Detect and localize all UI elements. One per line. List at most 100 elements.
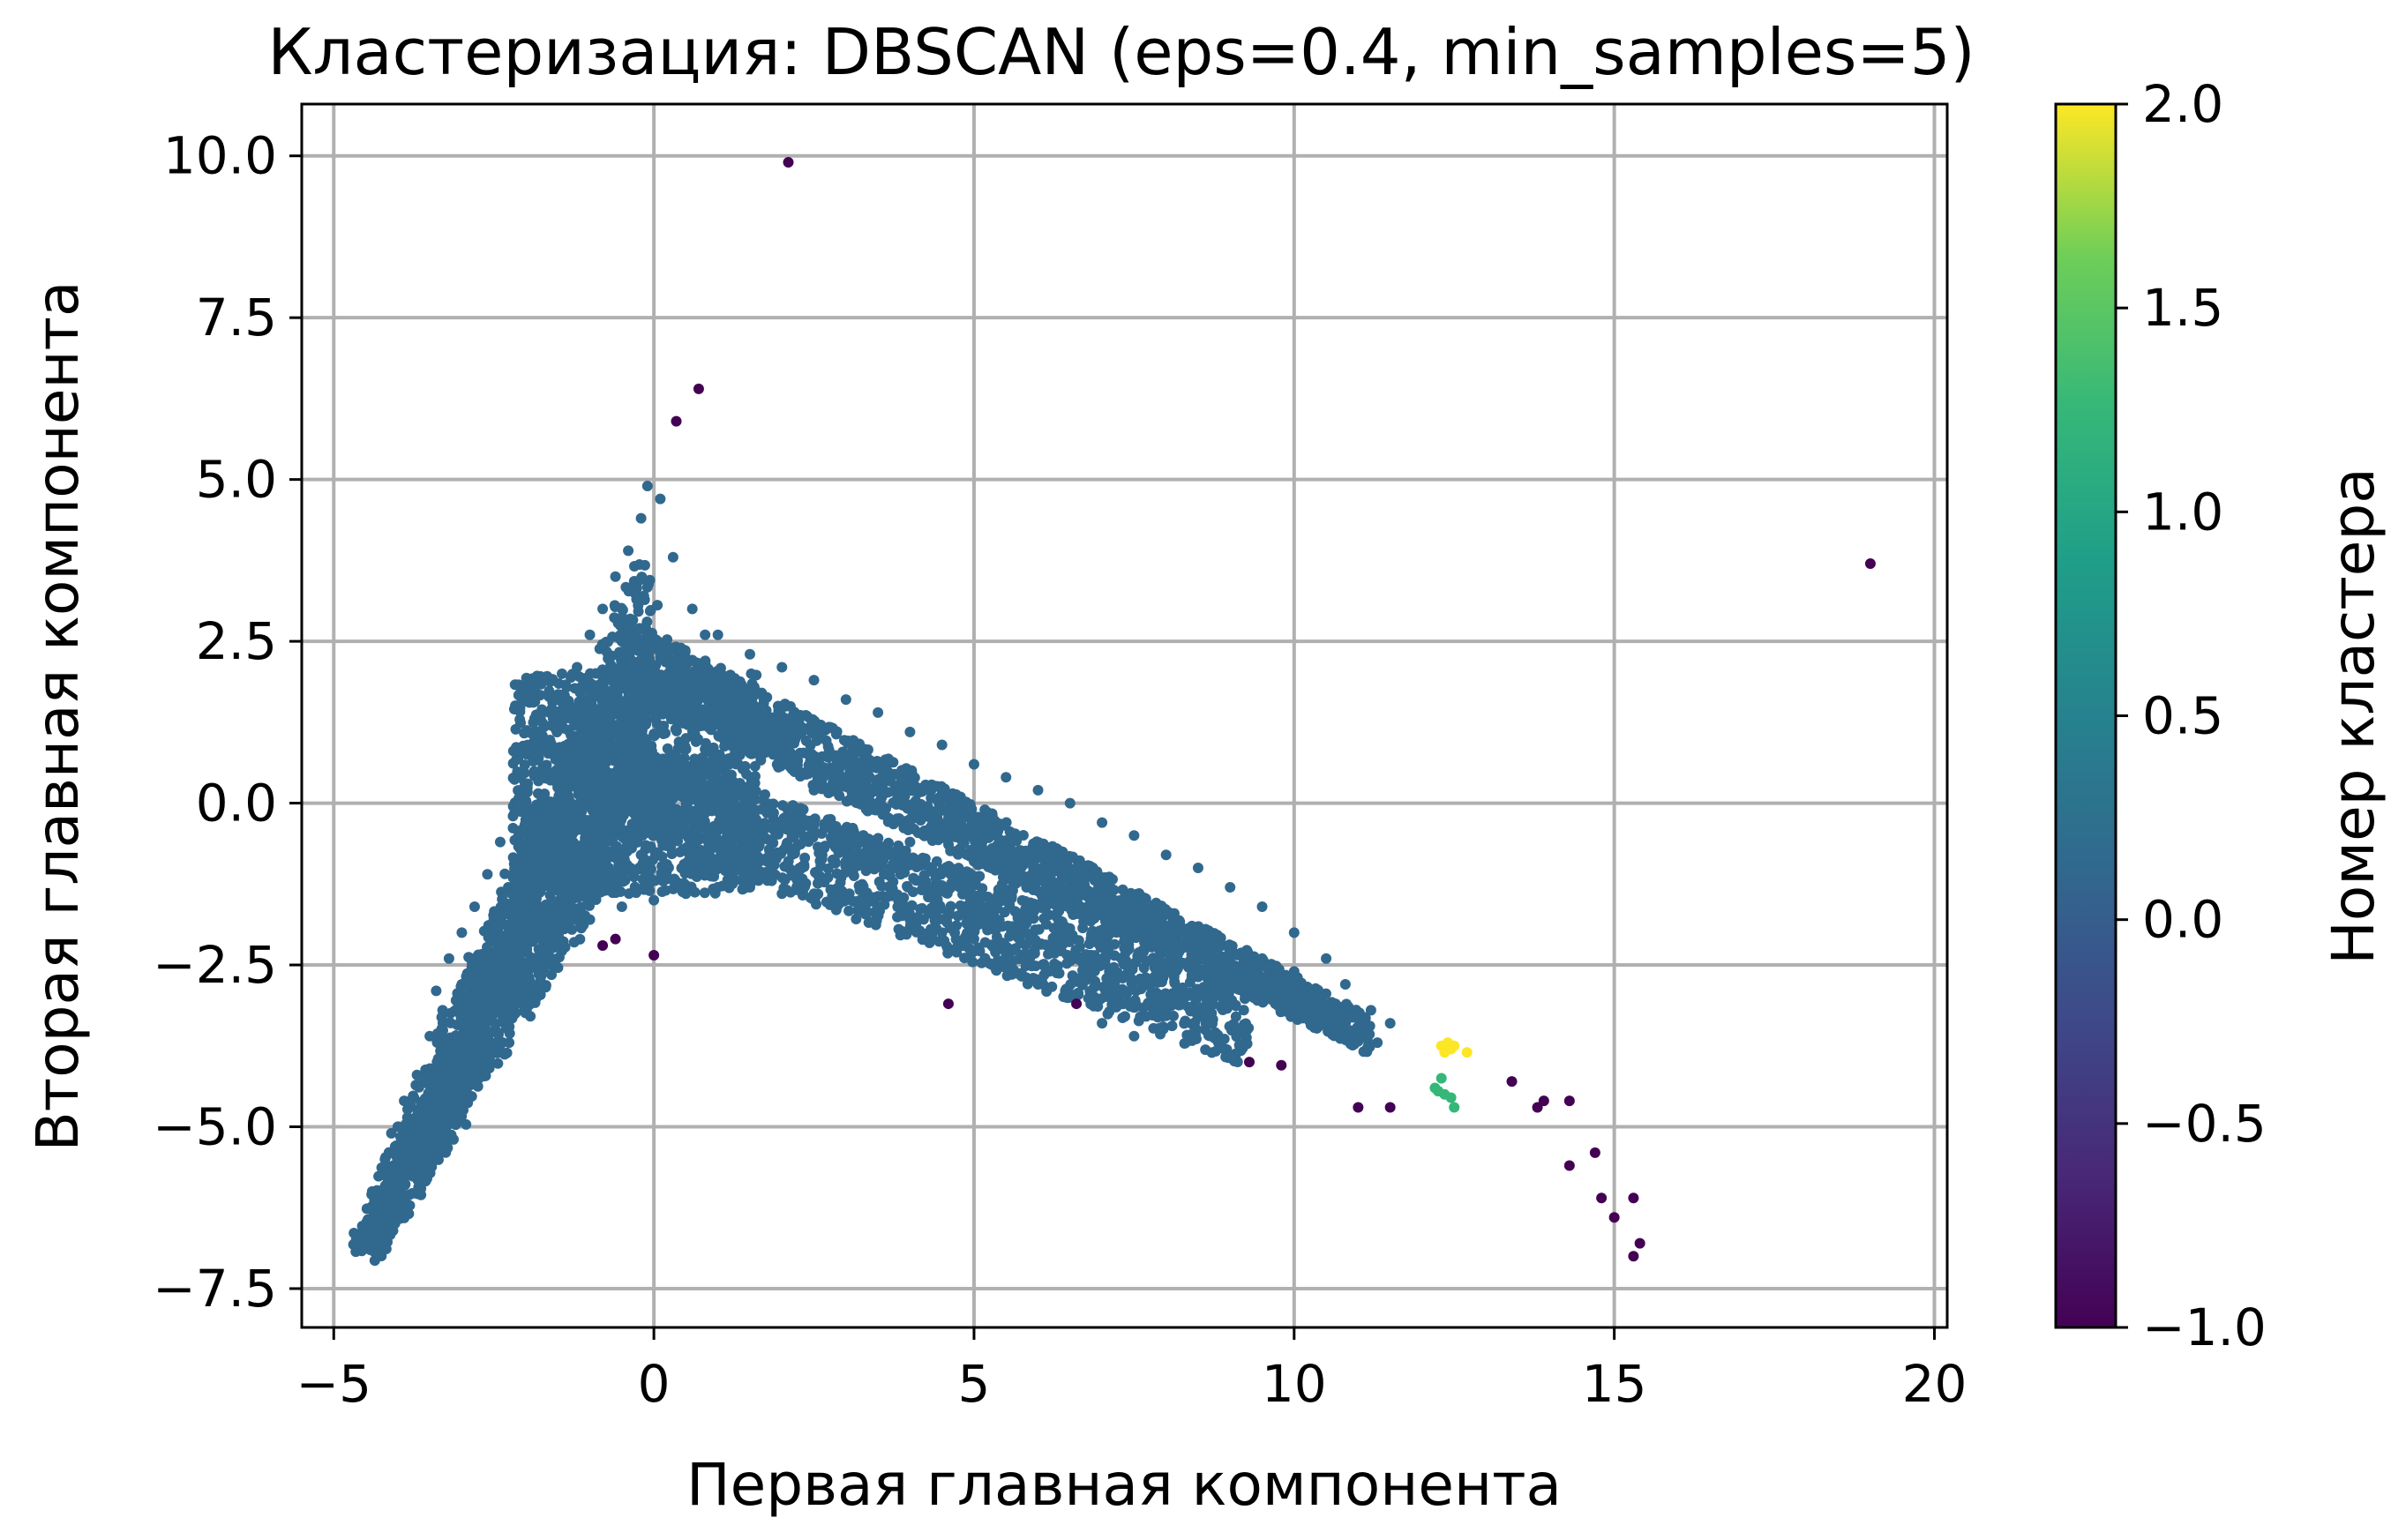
data-point-cluster-0	[480, 1019, 491, 1030]
data-point-cluster-0	[636, 634, 648, 646]
data-point-cluster-0	[1102, 1008, 1113, 1020]
data-point-cluster-0	[955, 843, 966, 855]
data-point-cluster-0	[816, 783, 828, 795]
data-point-cluster-0	[1048, 877, 1060, 888]
data-point-cluster-0	[830, 904, 842, 916]
data-point-cluster-0	[965, 830, 977, 841]
data-point-cluster-0	[836, 771, 847, 782]
data-point-cluster-0	[415, 1145, 426, 1156]
data-point-cluster-0	[809, 715, 821, 727]
data-point-cluster-0	[466, 1069, 477, 1080]
data-point-cluster-0	[867, 786, 879, 797]
data-point-cluster-0	[438, 1058, 449, 1069]
data-point-cluster-0	[504, 1037, 515, 1049]
data-point-cluster-0	[1311, 1006, 1323, 1018]
data-point-cluster-0	[1089, 875, 1100, 886]
data-point-cluster-0	[1139, 901, 1151, 912]
data-point-cluster-0	[394, 1198, 405, 1209]
data-point-cluster-0	[376, 1162, 387, 1173]
data-point-cluster-0	[384, 1185, 395, 1197]
data-point-cluster-0	[768, 798, 779, 810]
data-point-cluster-0	[1129, 927, 1141, 938]
data-point-cluster-0	[1104, 963, 1115, 975]
data-point-cluster-0	[862, 766, 873, 777]
data-point-cluster-0	[952, 806, 963, 818]
data-point-cluster-0	[912, 827, 924, 839]
data-point-cluster-0	[543, 938, 555, 950]
data-point-cluster-0	[594, 643, 605, 654]
data-point-cluster-0	[391, 1140, 402, 1151]
data-point-cluster-0	[823, 721, 835, 733]
data-point-cluster-0	[462, 1044, 474, 1056]
data-point-cluster-0	[636, 572, 648, 584]
data-point-cluster-0	[888, 819, 899, 830]
data-point-cluster-0	[490, 934, 501, 946]
data-point-cluster-0	[883, 766, 895, 778]
data-point-cluster-0	[529, 953, 541, 964]
data-point-cluster-0	[1265, 993, 1277, 1005]
data-point-cluster-0	[1054, 888, 1066, 900]
data-point-cluster-0	[1362, 1023, 1374, 1035]
data-point-cluster-0	[479, 1039, 491, 1050]
data-point-cluster-0	[404, 1189, 416, 1200]
data-point-cluster-0	[620, 581, 632, 593]
data-point-cluster-0	[1111, 907, 1122, 918]
data-point-cluster-0	[470, 991, 482, 1002]
data-point-cluster-0	[1051, 843, 1062, 855]
data-point-cluster-0	[469, 1053, 481, 1065]
data-point-cluster-0	[838, 781, 850, 792]
data-point-cluster-0	[819, 822, 830, 834]
data-point-cluster-0	[470, 1043, 482, 1054]
data-point-cluster-0	[605, 659, 617, 670]
data-point-cluster-0	[1031, 836, 1042, 848]
data-point-cluster-0	[848, 735, 859, 746]
data-point-cluster-0	[401, 1103, 413, 1115]
data-point-cluster-0	[925, 785, 936, 796]
data-point-cluster-0	[1338, 1028, 1349, 1040]
data-point-cluster-0	[469, 1001, 481, 1013]
data-point-cluster-0	[1173, 999, 1185, 1011]
data-point-cluster-0	[369, 1194, 380, 1206]
data-point-cluster-0	[986, 863, 997, 874]
data-point-cluster-0	[813, 774, 824, 786]
data-point-cluster-0	[1117, 884, 1128, 895]
data-point-cluster-0	[524, 988, 536, 999]
data-point-cluster-0	[404, 1200, 416, 1211]
data-point-cluster-0	[982, 807, 993, 819]
data-point-cluster-0	[446, 1063, 457, 1074]
data-point-cluster-0	[825, 813, 836, 825]
data-point-cluster-0	[644, 574, 656, 586]
data-point-cluster-0	[401, 1154, 412, 1165]
data-point-cluster-0	[657, 652, 669, 663]
data-point-cluster-0	[830, 729, 842, 740]
data-point-cluster-0	[423, 1089, 435, 1101]
data-point-cluster-0	[1320, 988, 1331, 999]
data-point-cluster-0	[468, 1016, 479, 1028]
data-point-cluster-0	[1252, 981, 1263, 992]
data-point-cluster-0	[389, 1169, 401, 1180]
data-point-cluster-0	[539, 906, 551, 917]
data-point-cluster-0	[998, 863, 1009, 875]
data-point-cluster-0	[371, 1249, 382, 1260]
data-point-cluster-0	[368, 1222, 379, 1233]
data-point-cluster-0	[464, 1035, 476, 1046]
data-point-cluster-0	[450, 1051, 461, 1063]
data-point-cluster-0	[1130, 998, 1142, 1009]
data-point-cluster-0	[627, 615, 639, 626]
data-point-cluster-0	[1248, 966, 1259, 977]
data-point-cluster-0	[897, 818, 909, 829]
data-point-cluster-0	[566, 923, 578, 935]
data-point-cluster-0	[639, 559, 650, 571]
chart-title: Кластеризация: DBSCAN (eps=0.4, min_samp…	[267, 15, 1975, 89]
data-point-cluster-0	[1135, 1011, 1146, 1022]
data-point-cluster-0	[921, 804, 933, 816]
data-point-cluster-0	[540, 982, 551, 993]
data-point-cluster-0	[1044, 861, 1055, 872]
data-point-cluster-0	[974, 819, 986, 831]
data-point-cluster-0	[500, 898, 512, 909]
data-point-cluster-0	[427, 1129, 438, 1140]
data-point-cluster-0	[852, 789, 864, 801]
data-point-cluster-0	[420, 1153, 431, 1164]
data-point-cluster-0	[606, 650, 618, 662]
data-point-cluster-0	[1140, 893, 1151, 904]
